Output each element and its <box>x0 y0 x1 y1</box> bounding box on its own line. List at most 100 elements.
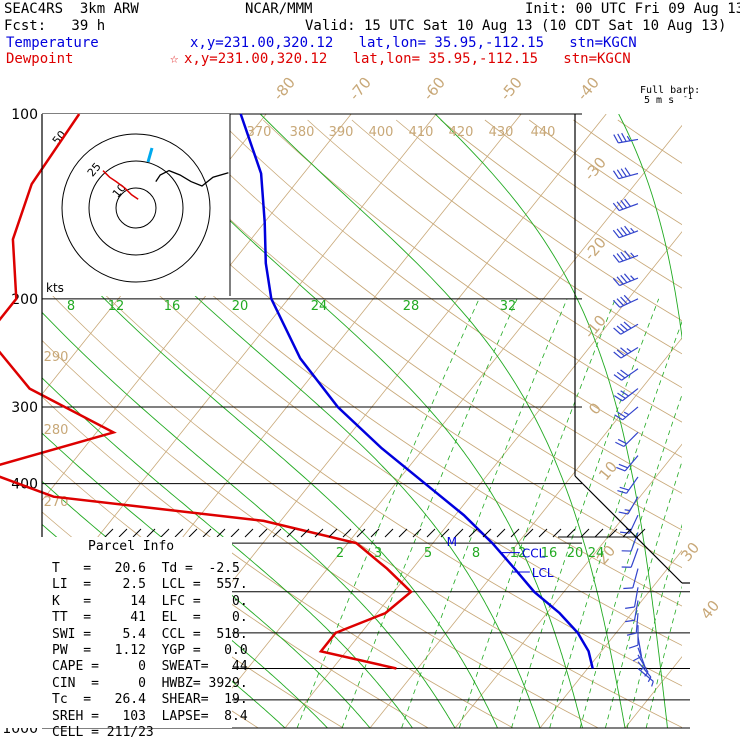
barb-flag <box>620 487 629 490</box>
wind-barb <box>614 322 638 334</box>
barb-staff <box>631 548 638 567</box>
mixing-ratio-label: 8 <box>472 546 480 561</box>
isotherm-line <box>540 114 740 728</box>
barb-flag <box>621 169 626 177</box>
barb-flag <box>617 170 622 178</box>
theta-label: 400 <box>369 125 394 140</box>
barb-staff <box>622 369 638 380</box>
isotherm-line <box>370 114 740 728</box>
barb-flag <box>625 607 634 608</box>
dry-adiabat-line <box>219 120 740 728</box>
pressure-tick-label: 300 <box>11 400 38 416</box>
dry-adiabat-line <box>352 120 740 728</box>
barb-flag <box>621 391 629 396</box>
wind-barb <box>613 199 638 211</box>
barb-staff <box>633 569 638 588</box>
level-hatch <box>231 529 239 537</box>
level-hatch <box>385 529 393 537</box>
pressure-tick-label: 100 <box>11 107 38 123</box>
mixing-ratio-line <box>580 299 716 728</box>
level-hatch <box>259 529 267 537</box>
barb-flag <box>613 171 618 179</box>
parcel-info-title: Parcel Info <box>88 539 174 555</box>
level-hatch <box>553 529 561 537</box>
parcel-info-row: SREH = 103 LAPSE= 8.4 <box>52 709 248 725</box>
theta-label: 430 <box>489 125 514 140</box>
wind-barb <box>627 613 638 635</box>
barb-flag <box>618 134 623 142</box>
level-hatch <box>469 529 477 537</box>
wind-barb <box>613 295 638 307</box>
marker-label-lcl: LCL <box>532 566 554 580</box>
mixing-ratio-label: 8 <box>67 299 75 314</box>
parcel-info-row: PW = 1.12 YGP = 0.0 <box>52 643 248 659</box>
mixing-ratio-label: 24 <box>588 546 605 561</box>
level-hatch <box>399 529 407 537</box>
barb-flag <box>614 375 622 381</box>
barb-flag <box>625 168 630 176</box>
mixing-ratio-label: 28 <box>403 299 420 314</box>
barb-half-flag <box>624 412 629 415</box>
level-hatch <box>581 529 589 537</box>
level-hatch <box>147 529 155 537</box>
wind-barb <box>615 432 638 446</box>
theta-label: 420 <box>449 125 474 140</box>
isotherm-label: -60 <box>419 74 449 104</box>
barb-staff <box>630 515 638 533</box>
hodograph-background <box>42 114 230 296</box>
barb-flag <box>621 370 629 376</box>
theta-label: 390 <box>329 125 354 140</box>
barb-flag <box>623 588 632 589</box>
barb-flag <box>622 133 627 141</box>
wind-barb <box>613 168 638 179</box>
isotherm-label: -50 <box>496 74 526 104</box>
wind-barb <box>625 601 638 622</box>
mixing-ratio-line <box>550 299 691 728</box>
dry-adiabat-line <box>441 120 740 728</box>
level-hatch <box>161 529 169 537</box>
level-hatch <box>189 529 197 537</box>
parcel-info-row: TT = 41 EL = 0. <box>52 610 248 626</box>
isotherm-label: -70 <box>345 74 375 104</box>
isotherm-label: 0 <box>585 399 605 418</box>
isotherm-label: -30 <box>580 154 610 184</box>
mixing-ratio-line <box>297 299 479 728</box>
wind-barb <box>613 226 638 238</box>
hodograph-unit-label: kts <box>46 281 64 295</box>
parcel-info-row: K = 14 LFC = 0. <box>52 594 248 610</box>
level-hatch <box>595 529 603 537</box>
mixing-ratio-line <box>342 299 517 728</box>
barb-flag <box>614 135 619 143</box>
level-hatch <box>329 529 337 537</box>
level-hatch <box>245 529 253 537</box>
barb-half-flag <box>627 349 631 352</box>
theta-label: 440 <box>531 125 556 140</box>
level-hatch <box>567 529 575 537</box>
barb-staff <box>627 477 638 493</box>
parcel-info-row: CAPE = 0 SWEAT= 44 <box>52 659 248 675</box>
barb-half-flag <box>631 276 635 280</box>
barb-flag <box>629 645 638 648</box>
barb-staff <box>622 389 638 401</box>
mixing-ratio-label: 32 <box>500 299 517 314</box>
wind-barb <box>633 637 641 661</box>
barb-staff <box>624 432 638 446</box>
level-hatch <box>175 529 183 537</box>
theta-label: 380 <box>290 125 315 140</box>
level-hatch <box>413 529 421 537</box>
isotherm-line <box>455 114 740 728</box>
mixing-ratio-label: 20 <box>232 299 249 314</box>
mixing-ratio-label: 12 <box>108 299 125 314</box>
mixing-ratio-label: 16 <box>164 299 181 314</box>
marker-label-ccl: CCL <box>522 547 546 561</box>
barb-flag <box>614 396 622 401</box>
level-hatch <box>497 529 505 537</box>
wind-barb <box>625 587 638 608</box>
dry-adiabat-line <box>618 120 740 728</box>
parcel-info-row: LI = 2.5 LCL = 557. <box>52 577 248 593</box>
theta-label: 370 <box>247 125 272 140</box>
parcel-info-row: SWI = 5.4 CCL = 518. <box>52 627 248 643</box>
